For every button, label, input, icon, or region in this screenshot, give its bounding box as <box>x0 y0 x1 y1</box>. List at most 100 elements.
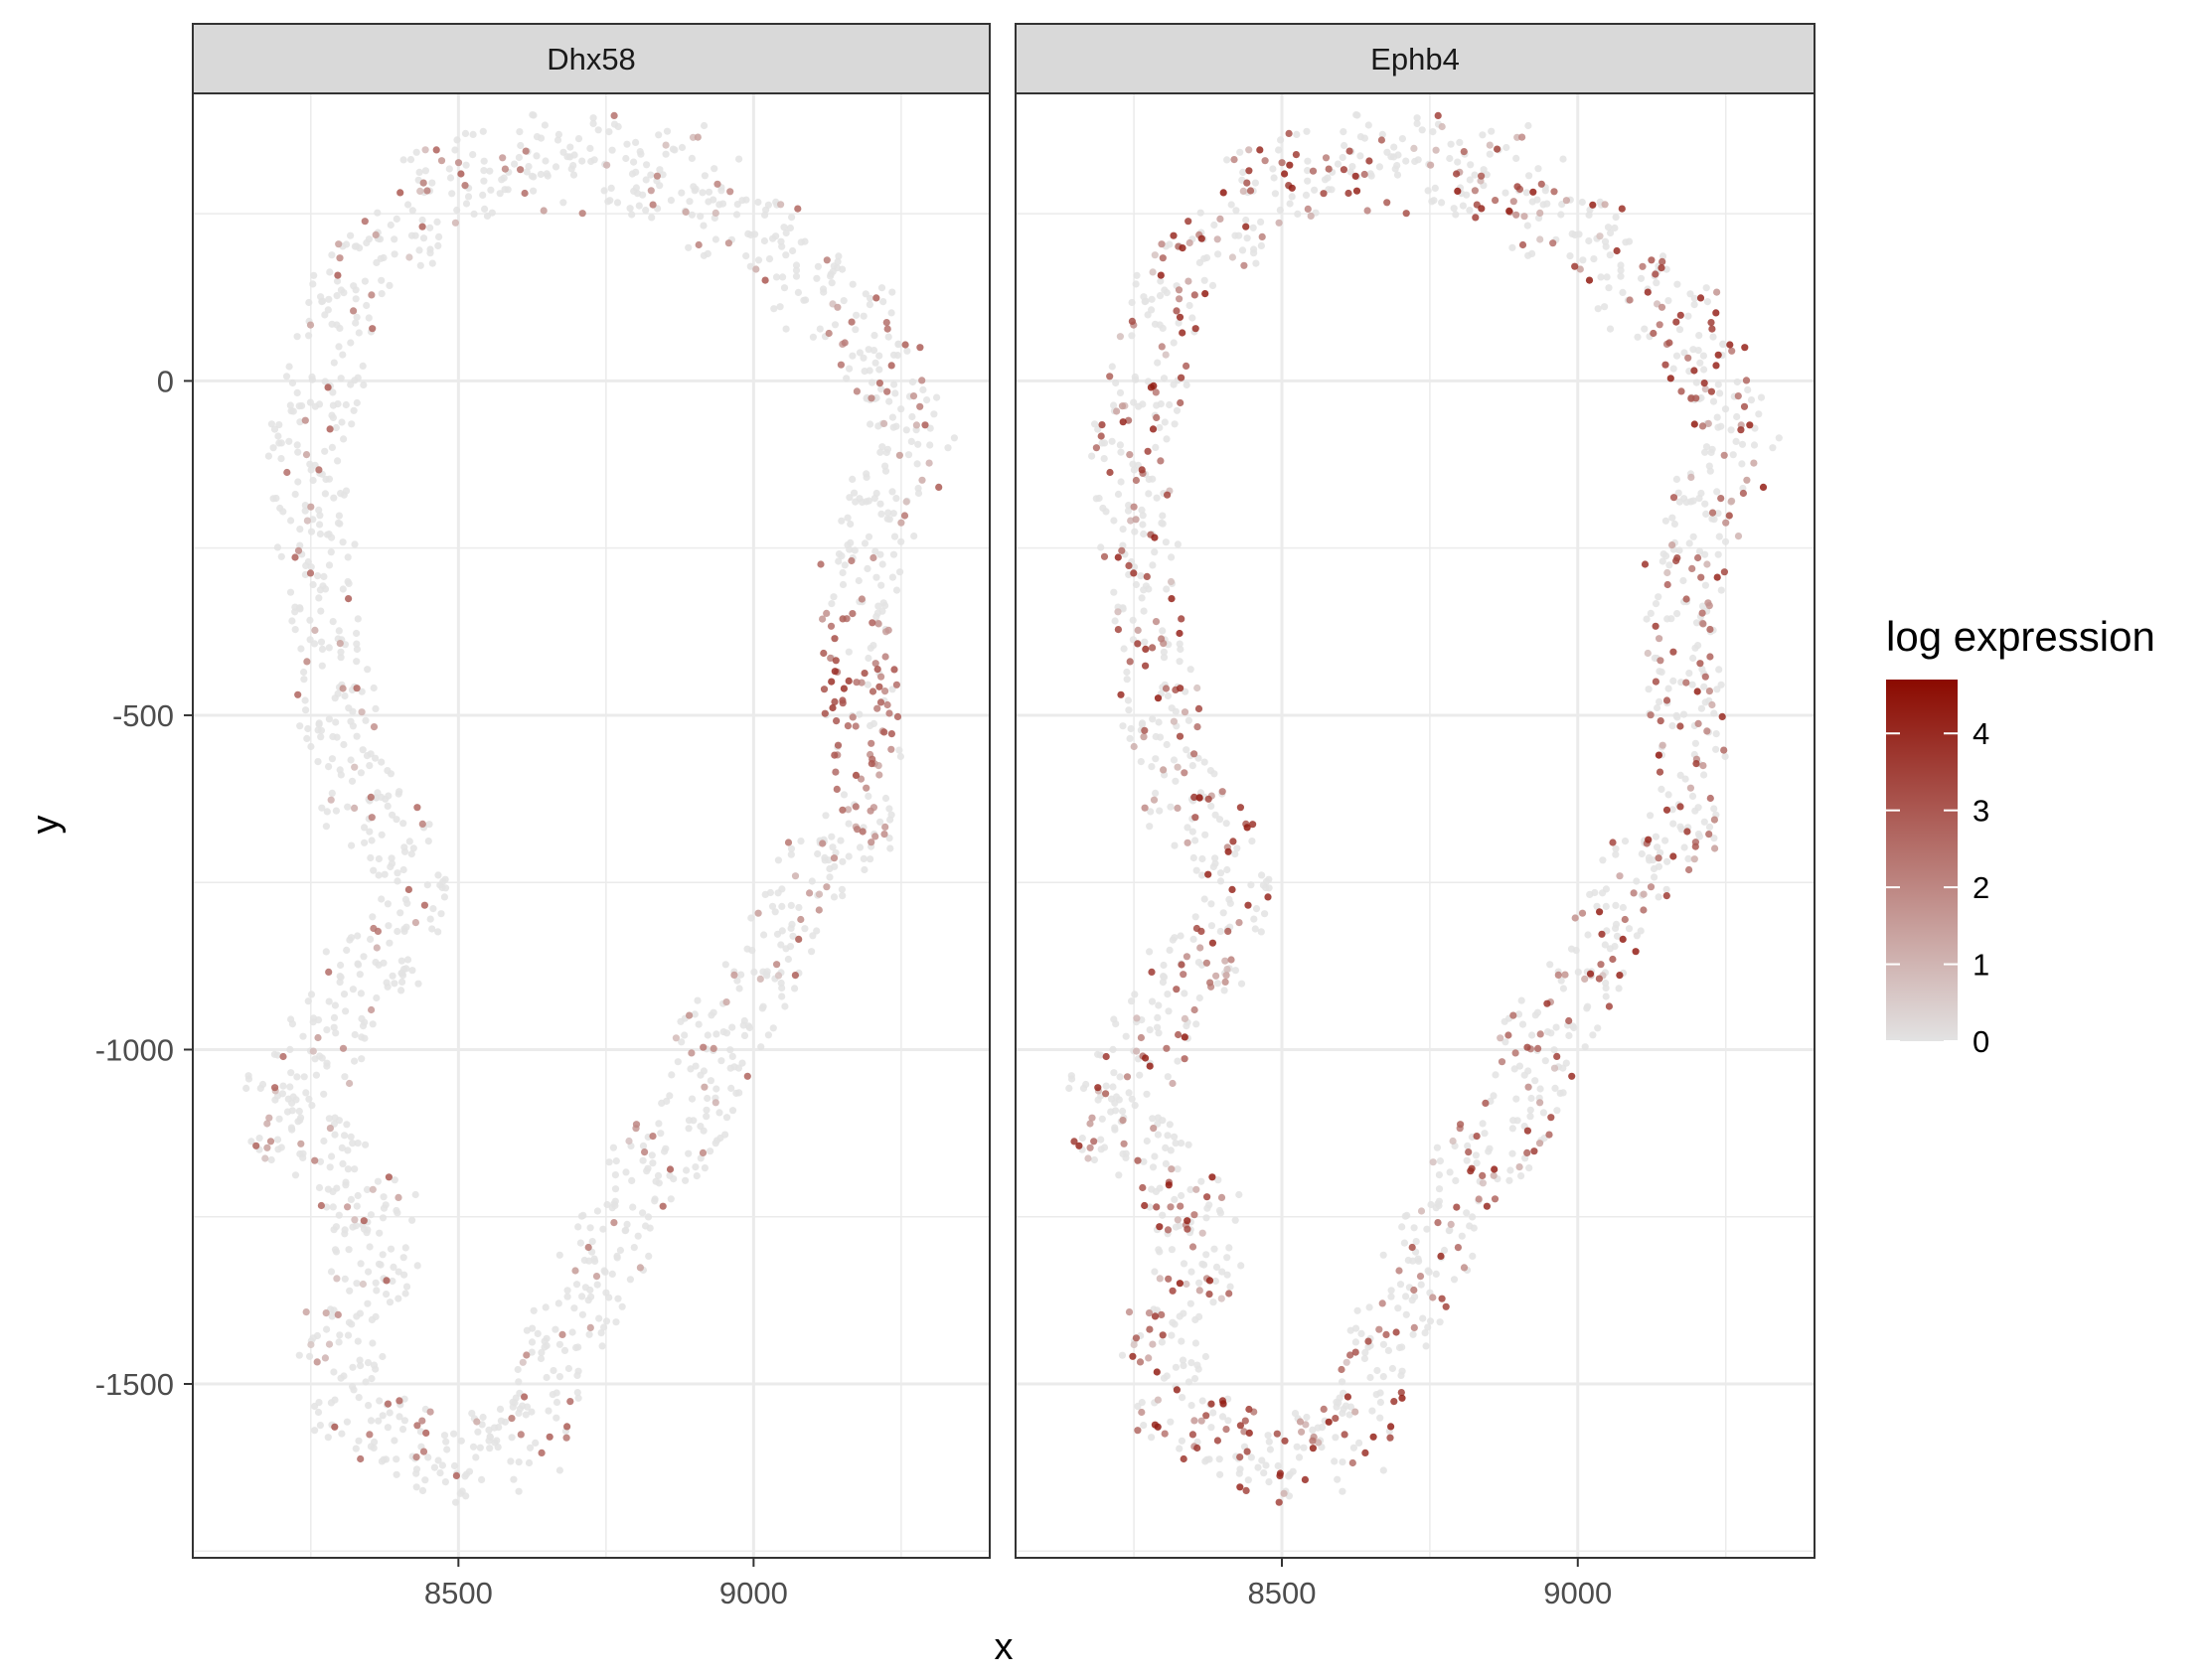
scatter-point <box>307 528 316 535</box>
scatter-point <box>440 893 448 901</box>
scatter-point <box>522 1411 530 1419</box>
scatter-point <box>826 873 834 881</box>
scatter-point <box>285 437 293 445</box>
scatter-point <box>454 159 463 167</box>
scatter-point <box>1513 183 1521 191</box>
scatter-point <box>1536 1030 1544 1038</box>
scatter-point <box>1652 678 1659 686</box>
scatter-point <box>1156 1275 1164 1283</box>
scatter-point <box>858 595 867 603</box>
scatter-point <box>1693 687 1701 695</box>
scatter-point <box>1379 1466 1387 1474</box>
scatter-point <box>1204 795 1212 803</box>
scatter-point <box>357 1260 365 1268</box>
scatter-point <box>1154 1396 1162 1404</box>
scatter-point <box>1383 199 1391 207</box>
scatter-point <box>390 1263 397 1271</box>
scatter-point <box>369 1339 377 1347</box>
scatter-point <box>1515 1163 1523 1171</box>
scatter-point <box>1413 119 1421 127</box>
scatter-point <box>1236 1483 1244 1491</box>
scatter-point <box>690 183 698 191</box>
scatter-point <box>330 1368 338 1376</box>
scatter-point <box>1251 179 1259 187</box>
scatter-point <box>1541 1057 1549 1065</box>
scatter-point <box>586 1286 594 1295</box>
scatter-point <box>1162 1159 1170 1167</box>
scatter-point <box>1663 568 1671 577</box>
scatter-point <box>1575 230 1583 238</box>
scatter-point <box>1479 1120 1487 1128</box>
scatter-point <box>418 1417 426 1425</box>
scatter-point <box>1751 424 1759 432</box>
scatter-point <box>722 998 730 1006</box>
scatter-point <box>1594 305 1602 313</box>
scatter-point <box>552 1325 559 1333</box>
scatter-point <box>835 550 844 558</box>
scatter-point <box>1119 1117 1127 1125</box>
scatter-point <box>296 526 304 534</box>
scatter-point <box>1231 850 1239 858</box>
scatter-point <box>837 837 845 844</box>
scatter-point <box>768 902 777 910</box>
scatter-point <box>652 1177 660 1185</box>
scatter-point <box>411 231 419 239</box>
scatter-point <box>1717 422 1725 430</box>
scatter-point <box>419 1448 428 1455</box>
scatter-point <box>560 1346 569 1354</box>
scatter-point <box>1106 373 1114 381</box>
scatter-point <box>913 460 921 468</box>
scatter-point <box>1095 494 1103 503</box>
scatter-point <box>1280 1489 1288 1497</box>
scatter-point <box>1114 626 1122 634</box>
scatter-point <box>309 580 317 589</box>
scatter-point <box>1198 854 1206 863</box>
scatter-point <box>1675 546 1683 554</box>
scatter-point <box>507 1457 515 1465</box>
scatter-point <box>761 890 769 899</box>
scatter-point <box>792 272 801 280</box>
scatter-point <box>335 343 343 351</box>
scatter-point <box>1340 166 1347 174</box>
scatter-point <box>1663 580 1671 589</box>
x-axis-title: x <box>995 1626 1014 1668</box>
scatter-point <box>1679 710 1688 718</box>
scatter-point <box>397 969 405 978</box>
scatter-point <box>867 644 874 652</box>
scatter-point <box>1178 1140 1185 1147</box>
scatter-point <box>1535 1140 1544 1147</box>
scatter-point <box>451 219 459 227</box>
scatter-point <box>1534 165 1542 173</box>
scatter-point <box>1157 457 1165 465</box>
legend-tick-label: 4 <box>1973 716 1989 751</box>
scatter-point <box>525 163 533 171</box>
scatter-point <box>868 394 875 402</box>
scatter-point <box>611 1171 620 1179</box>
scatter-point <box>1243 234 1251 242</box>
scatter-point <box>384 1400 393 1408</box>
scatter-point <box>1397 1371 1405 1379</box>
scatter-point <box>1341 1431 1348 1439</box>
scatter-point <box>321 311 329 319</box>
scatter-point <box>612 1157 620 1165</box>
scatter-point <box>472 1453 480 1461</box>
scatter-point <box>1747 396 1756 404</box>
scatter-point <box>1518 133 1526 141</box>
scatter-point <box>769 1024 777 1032</box>
scatter-point <box>590 1255 598 1263</box>
scatter-point <box>1115 1171 1123 1179</box>
scatter-point <box>589 114 597 122</box>
scatter-point <box>1340 128 1347 136</box>
scatter-point <box>326 1163 334 1171</box>
scatter-point <box>869 379 876 386</box>
scatter-point <box>1281 1437 1289 1445</box>
scatter-point <box>1376 1398 1384 1407</box>
scatter-point <box>839 568 847 577</box>
scatter-point <box>1701 500 1709 508</box>
scatter-point <box>1221 957 1229 965</box>
scatter-point <box>1156 807 1164 815</box>
scatter-point <box>834 741 843 749</box>
scatter-point <box>1648 256 1656 264</box>
scatter-point <box>921 421 929 429</box>
scatter-point <box>275 421 283 429</box>
